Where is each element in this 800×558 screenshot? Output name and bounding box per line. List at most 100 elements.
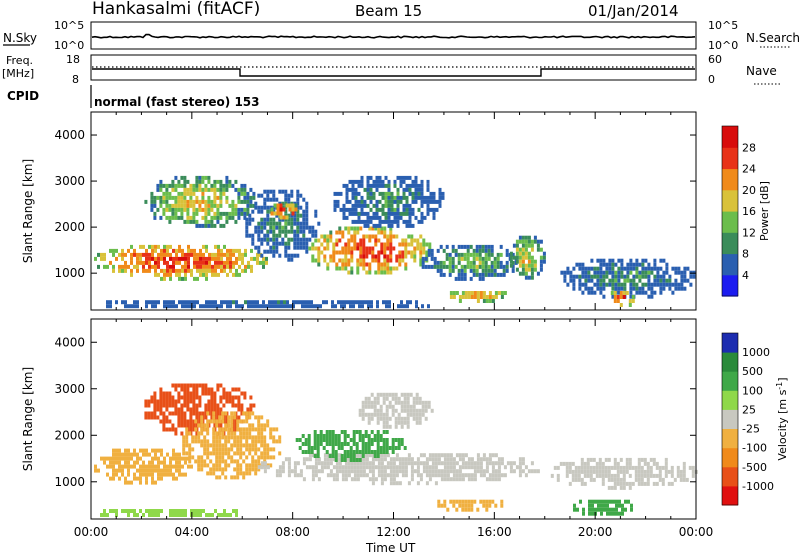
data-cell [336, 203, 340, 208]
data-cell [420, 199, 424, 204]
data-cell [398, 461, 402, 466]
data-cell [390, 207, 394, 212]
data-cell [592, 457, 596, 462]
data-cell [349, 438, 353, 442]
data-cell [257, 465, 261, 470]
data-cell [195, 415, 199, 420]
colorbar-tick-label: 4 [742, 269, 749, 282]
data-cell [455, 507, 459, 512]
data-cell [183, 183, 187, 188]
data-cell [181, 300, 184, 305]
data-cell [331, 430, 335, 434]
data-cell [487, 248, 491, 253]
data-cell [352, 450, 356, 454]
data-cell [121, 509, 124, 513]
data-cell [469, 264, 473, 269]
data-cell [216, 203, 220, 208]
data-cell [670, 465, 674, 470]
data-cell [630, 507, 633, 512]
data-cell [451, 244, 455, 249]
data-cell [644, 266, 648, 271]
data-cell [364, 450, 368, 454]
data-cell [337, 300, 340, 305]
data-cell [524, 271, 528, 276]
data-cell [244, 248, 247, 253]
data-cell [599, 258, 603, 263]
data-cell [403, 420, 407, 425]
data-cell [291, 203, 295, 208]
data-cell [189, 427, 193, 432]
data-cell [572, 266, 576, 271]
data-cell [395, 266, 399, 271]
data-cell [419, 473, 423, 478]
data-cell [162, 419, 166, 424]
data-cell [448, 260, 452, 265]
data-cell [375, 175, 379, 180]
data-cell [668, 274, 672, 279]
data-cell [341, 262, 345, 267]
data-cell [278, 229, 282, 234]
data-cell [154, 448, 157, 453]
data-cell [428, 465, 432, 470]
data-cell [248, 221, 252, 226]
data-cell [382, 446, 386, 450]
data-cell [380, 461, 384, 466]
data-cell [351, 187, 355, 192]
data-cell [162, 427, 166, 432]
data-cell [257, 459, 261, 464]
data-cell [362, 238, 366, 243]
data-cell [353, 230, 357, 235]
data-cell [377, 250, 381, 255]
data-cell [185, 431, 189, 436]
data-cell [391, 450, 395, 454]
data-cell [439, 264, 443, 269]
data-cell [475, 268, 479, 273]
data-cell [646, 461, 650, 466]
data-cell [656, 278, 660, 283]
colorbar-tick-label: 25 [742, 403, 756, 416]
data-cell [604, 473, 608, 478]
data-cell [127, 264, 130, 269]
data-cell [434, 473, 438, 478]
data-cell [615, 499, 618, 504]
data-cell [284, 193, 288, 198]
colorbar-swatch [722, 371, 738, 391]
data-cell [260, 415, 264, 420]
data-cell [590, 258, 594, 263]
data-cell [316, 446, 320, 450]
data-cell [243, 211, 247, 216]
data-cell [359, 469, 363, 474]
data-cell [601, 477, 605, 482]
data-cell [221, 459, 225, 464]
data-cell [157, 460, 160, 465]
data-cell [362, 250, 366, 255]
data-cell [171, 399, 175, 404]
data-cell [197, 439, 201, 444]
data-cell [365, 246, 369, 251]
data-cell [647, 262, 651, 267]
data-cell [635, 274, 639, 279]
data-cell [407, 481, 411, 486]
data-cell [386, 465, 390, 470]
data-cell [311, 246, 315, 251]
data-cell [630, 503, 633, 508]
data-cell [376, 392, 380, 397]
data-cell [503, 465, 507, 470]
data-cell [233, 451, 237, 456]
data-cell [341, 477, 345, 482]
data-cell [103, 513, 106, 517]
data-cell [351, 219, 355, 224]
data-cell [225, 399, 229, 404]
data-cell [272, 249, 276, 254]
data-cell [604, 457, 608, 462]
data-cell [470, 461, 474, 466]
data-cell [156, 207, 160, 212]
data-cell [316, 434, 320, 438]
data-cell [183, 391, 187, 396]
data-cell [252, 195, 256, 200]
data-cell [288, 203, 292, 208]
data-cell [256, 300, 259, 305]
data-cell [257, 237, 261, 242]
data-cell [493, 264, 497, 269]
data-cell [499, 264, 503, 269]
